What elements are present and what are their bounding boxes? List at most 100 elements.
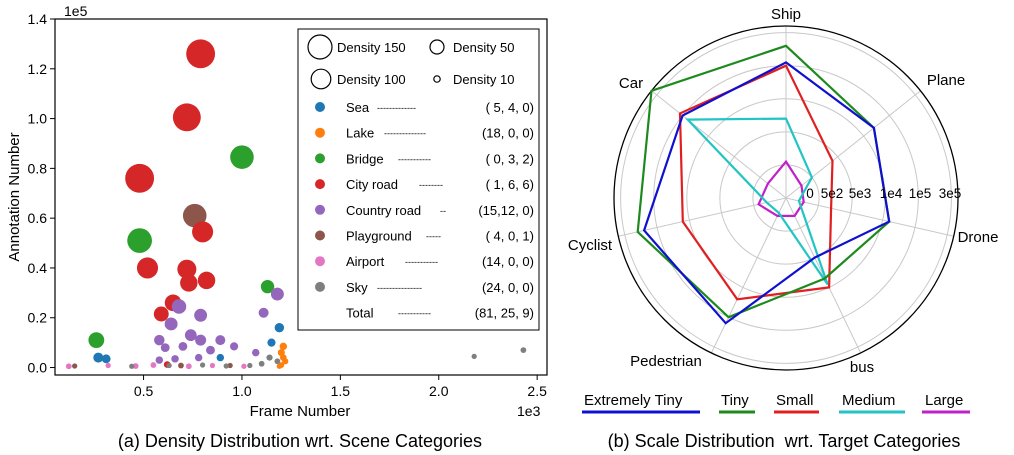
data-point-country-road (155, 356, 164, 364)
x-tick-label: 1.5 (331, 383, 351, 399)
radar-ring-label: 5e2 (821, 186, 844, 201)
size-legend-circle-150 (307, 34, 333, 60)
data-point-country-road (258, 307, 269, 318)
data-point-city-road (153, 306, 169, 322)
data-point-country-road (215, 335, 226, 346)
data-point-sea (267, 338, 276, 347)
legend-label: City road (346, 177, 398, 192)
data-point-country-road (184, 329, 197, 342)
radar-ring-label: 1e5 (909, 186, 932, 201)
data-point-sea (101, 354, 111, 364)
radar-outer-ring (613, 25, 959, 371)
radar-spoke (785, 90, 921, 199)
data-point-city-road (180, 274, 198, 292)
data-point-sky (274, 358, 281, 365)
data-point-sky (166, 362, 172, 369)
size-legend: Density 150 Density 50 Density 100 Densi… (307, 34, 514, 90)
legend-label: Airport (346, 254, 385, 269)
data-point-country-road (171, 355, 179, 363)
radar-axis-label: Drone (958, 229, 999, 246)
legend-dashes: ----- (426, 232, 441, 242)
legend-counts: (24, 0, 0) (482, 280, 534, 295)
legend-marker (315, 281, 325, 292)
radar-ring-label: 3e5 (939, 186, 962, 201)
data-point-city-road (125, 163, 155, 193)
data-point-country-road (206, 345, 215, 355)
data-point-sky (223, 363, 229, 369)
radar-axis-label: bus (850, 359, 874, 376)
data-point-airport (185, 363, 192, 370)
legend-label: Playground (346, 229, 412, 244)
size-legend-circle-100 (310, 68, 332, 90)
legend-label: Sea (346, 100, 370, 115)
size-legend-circle-10 (433, 75, 441, 83)
radar-legend: Extremely Tiny Tiny Small Medium Large (582, 392, 970, 414)
y-axis-label: Annotation Number (6, 132, 23, 261)
legend-counts: ( 0, 3, 2) (486, 151, 534, 166)
data-point-playground (72, 363, 78, 369)
radar-ring-label: 5e3 (849, 186, 872, 201)
legend-marker (315, 153, 325, 164)
data-point-sky (129, 363, 135, 369)
data-point-country-road (154, 334, 165, 346)
data-point-sky (258, 360, 265, 367)
data-point-city-road (197, 271, 216, 290)
legend-marker (315, 204, 325, 215)
data-point-airport (65, 363, 72, 370)
legend-label: Sky (346, 280, 368, 295)
radar-spoke (710, 197, 787, 354)
legend-marker (315, 127, 325, 138)
y-tick-label: 1.4 (28, 11, 48, 27)
data-point-bridge (230, 145, 254, 169)
legend-box (297, 28, 540, 331)
y-tick-label: 1.0 (28, 111, 48, 127)
data-point-country-road (194, 353, 203, 362)
data-point-airport (241, 363, 247, 369)
radar-spoke (785, 197, 954, 237)
data-point-sky (471, 353, 477, 359)
radar-grid (613, 25, 959, 371)
legend-counts: (14, 0, 0) (482, 254, 534, 269)
radar-spoke (785, 197, 862, 354)
data-point-country-road (171, 299, 187, 314)
legend-label: Total (346, 306, 374, 321)
data-point-playground (178, 362, 184, 369)
x-tick-label: 2.5 (527, 383, 547, 399)
data-point-sky (199, 362, 206, 368)
radar-legend-label: Small (776, 392, 814, 409)
y-tick-label: 0.8 (28, 160, 48, 176)
data-point-bridge (88, 332, 105, 349)
size-legend-label: Density 150 (337, 40, 406, 55)
legend-dashes: ----------- (405, 257, 438, 267)
legend-counts: (15,12, 0) (478, 203, 534, 218)
radar-series (636, 44, 891, 325)
legend-dashes: -- (440, 206, 446, 216)
radar-axis-label: Pedestrian (630, 353, 702, 370)
data-point-country-road (230, 342, 239, 351)
data-point-lake (276, 363, 282, 369)
legend-dashes: ----------- (398, 309, 431, 319)
data-point-bridge (127, 228, 152, 253)
legend-label: Country road (346, 203, 421, 218)
radar-axis-label: Cyclist (568, 237, 613, 254)
legend-counts: ( 1, 6, 6) (486, 177, 534, 192)
size-legend-label: Density 100 (337, 72, 406, 87)
data-point-city-road (172, 103, 201, 132)
data-point-sky (266, 354, 273, 361)
scatter-plot-frame (54, 18, 548, 376)
radar-series-large (757, 159, 805, 217)
radar-series-small (678, 64, 834, 301)
panel-b-caption: (b) Scale Distribution wrt. Target Categ… (608, 431, 961, 451)
radar-series-medium (685, 117, 829, 286)
y-multiplier-label: 1e5 (64, 3, 88, 19)
legend-marker (315, 102, 325, 112)
y-tick-label: 1.2 (28, 61, 48, 77)
x-tick-label: 2.0 (429, 383, 449, 399)
data-point-sky (520, 347, 527, 353)
legend-counts: ( 5, 4, 0) (486, 100, 534, 115)
radar-axis-label: Plane (927, 72, 965, 89)
legend-dashes: -------------- (384, 129, 426, 139)
data-point-city-road (186, 39, 216, 69)
data-point-country-road (160, 343, 170, 353)
